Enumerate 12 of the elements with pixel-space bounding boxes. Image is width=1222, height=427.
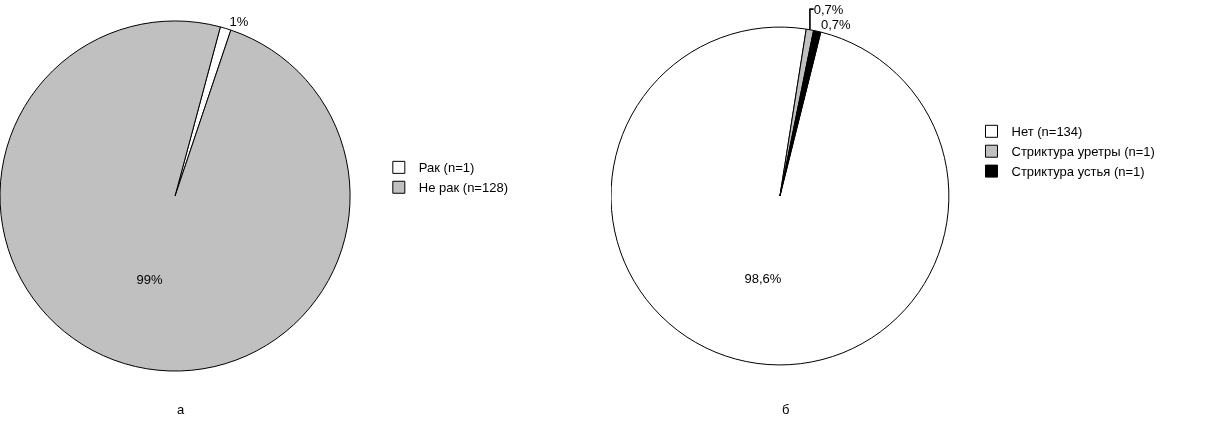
data-label: 99% [136,272,163,288]
legend-label: Не рак (n=128) [418,180,508,196]
legend-label: Нет (n=134) [1011,124,1083,140]
data-label: 98,6% [744,271,782,287]
text: б [782,402,790,417]
data-label: 1% [229,14,249,30]
legend-label: Стриктура уретры (n=1) [1011,144,1155,160]
legend-label: Стриктура устья (n=1) [1011,164,1145,180]
data-label: 0,7% [813,1,844,17]
legend-label: Рак (n=1) [418,160,475,176]
text: а [177,402,185,417]
data-label: 0,7% [820,16,852,32]
